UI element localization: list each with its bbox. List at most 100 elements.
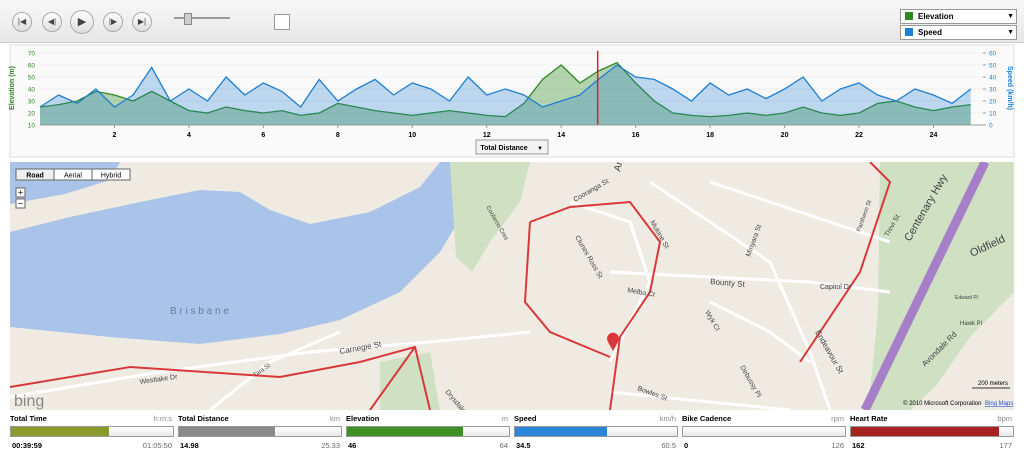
map-logo: bing <box>14 393 44 410</box>
y-tick-label: 40 <box>28 87 36 94</box>
position-marker <box>607 332 619 351</box>
gauge-track <box>346 426 510 437</box>
stat-gauge: Bike Cadence rpm 0 126 <box>682 414 846 454</box>
stat-gauge: Total Time h:m:s 00:39:59 01:05:50 <box>10 414 174 454</box>
stat-label: Elevation <box>346 414 380 423</box>
view-button-label: Aerial <box>64 173 82 180</box>
y2-axis-label: Speed (km/h) <box>1006 66 1013 110</box>
y2-tick-label: 50 <box>989 63 997 70</box>
series-area <box>40 62 971 125</box>
x-tick-label: 12 <box>483 132 491 139</box>
copyright: © 2010 Microsoft Corporation <box>903 400 981 407</box>
street-label: Capitol Dr <box>820 284 852 291</box>
y-axis-label: Elevation (m) <box>9 66 16 110</box>
stat-label: Total Time <box>10 414 47 423</box>
series-line <box>39 61 971 118</box>
y-tick-label: 70 <box>28 51 36 58</box>
dropdown-arrow: ▼ <box>1007 29 1014 36</box>
series-line <box>39 64 972 108</box>
stat-value: 00:39:59 <box>12 441 43 450</box>
street-label: Bounty St <box>710 277 746 289</box>
stat-max: 126 <box>831 441 844 450</box>
series-1-dropdown[interactable]: Elevation ▼ <box>900 9 1017 24</box>
x-selector-label: Total Distance <box>480 145 527 152</box>
x-tick-label: 22 <box>855 132 863 139</box>
fullscreen-button[interactable] <box>274 14 290 30</box>
zoom-out-label: − <box>18 199 23 209</box>
y2-tick-label: 20 <box>989 99 997 106</box>
stat-max: 01:05:50 <box>142 441 172 450</box>
map-link[interactable]: Bing Maps <box>985 401 1013 407</box>
map: Road Aerial Hybrid + − bing 200 meters © 2… <box>10 162 1014 410</box>
stat-label: Speed <box>514 414 537 423</box>
speed-slider-thumb[interactable] <box>184 13 192 25</box>
route <box>10 162 892 410</box>
x-tick-label: 6 <box>261 132 265 139</box>
speed-slider[interactable] <box>174 17 230 19</box>
stat-gauge: Total Distance km 14.98 25.33 <box>178 414 342 454</box>
y2-tick-label: 60 <box>989 51 997 58</box>
dropdown-arrow: ▼ <box>537 146 543 152</box>
x-tick-label: 10 <box>408 132 416 139</box>
stat-unit: rpm <box>831 414 844 423</box>
y-tick-label: 10 <box>28 123 36 130</box>
stat-unit: h:m:s <box>153 414 172 423</box>
stat-unit: km <box>330 414 340 423</box>
view-buttons: Road Aerial Hybrid <box>15 168 131 181</box>
stat-unit: km/h <box>659 414 676 423</box>
roads <box>10 180 891 410</box>
gauge-track <box>682 426 846 437</box>
gauge-fill <box>347 427 464 436</box>
y2-tick-label: 0 <box>989 123 993 130</box>
gauge-track <box>10 426 174 437</box>
y2-tick-label: 30 <box>989 87 997 94</box>
gauge-fill <box>515 427 608 436</box>
x-selector[interactable] <box>475 139 549 155</box>
stat-value: 46 <box>348 441 357 450</box>
skip-forward-button[interactable]: ▶| <box>132 12 152 32</box>
step-back-button[interactable]: ◀| <box>42 12 62 32</box>
stat-label: Heart Rate <box>850 414 888 423</box>
play-button[interactable]: ▶ <box>70 10 94 34</box>
legend-label: Elevation <box>918 12 954 21</box>
stat-label: Total Distance <box>178 414 229 423</box>
x-tick-label: 20 <box>781 132 789 139</box>
scale-label: 200 meters <box>978 381 1008 387</box>
stat-gauge: Speed km/h 34.5 60.5 <box>514 414 678 454</box>
y2-tick-label: 40 <box>989 75 997 82</box>
stat-gauge: Elevation m 46 64 <box>346 414 510 454</box>
stat-value: 162 <box>852 441 865 450</box>
stat-value: 14.98 <box>180 441 199 450</box>
step-forward-button[interactable]: |▶ <box>103 12 123 32</box>
gauge-fill <box>11 427 110 436</box>
park <box>450 162 530 272</box>
stat-unit: m <box>501 414 508 423</box>
toolbar: |◀ ◀| ▶ |▶ ▶| Elevation ▼ Speed ▼ <box>0 0 1024 43</box>
zoom-in-label: + <box>18 188 23 198</box>
skip-back-button[interactable]: |◀ <box>12 12 32 32</box>
y2-tick-label: 10 <box>989 111 997 118</box>
gauge-track <box>514 426 678 437</box>
legend-swatch <box>905 12 913 20</box>
stat-label: Bike Cadence <box>682 414 732 423</box>
dropdown-arrow: ▼ <box>1007 13 1014 20</box>
view-button[interactable] <box>91 168 131 181</box>
zoom-out[interactable] <box>15 198 26 209</box>
stat-unit: bpm <box>997 414 1012 423</box>
park <box>868 162 1014 410</box>
view-button-label: Hybrid <box>101 173 121 180</box>
x-tick-label: 2 <box>113 132 117 139</box>
stat-gauge: Heart Rate bpm 162 177 <box>850 414 1014 454</box>
x-tick-label: 18 <box>706 132 714 139</box>
zoom-in[interactable] <box>15 187 26 198</box>
gauge-track <box>850 426 1014 437</box>
gauge-track <box>178 426 342 437</box>
highway <box>860 162 990 410</box>
x-tick-label: 8 <box>336 132 340 139</box>
stat-value: 34.5 <box>516 441 531 450</box>
x-tick-label: 4 <box>187 132 191 139</box>
x-tick-label: 14 <box>557 132 565 139</box>
series-area <box>40 65 971 125</box>
series-2-dropdown[interactable]: Speed ▼ <box>900 25 1017 40</box>
